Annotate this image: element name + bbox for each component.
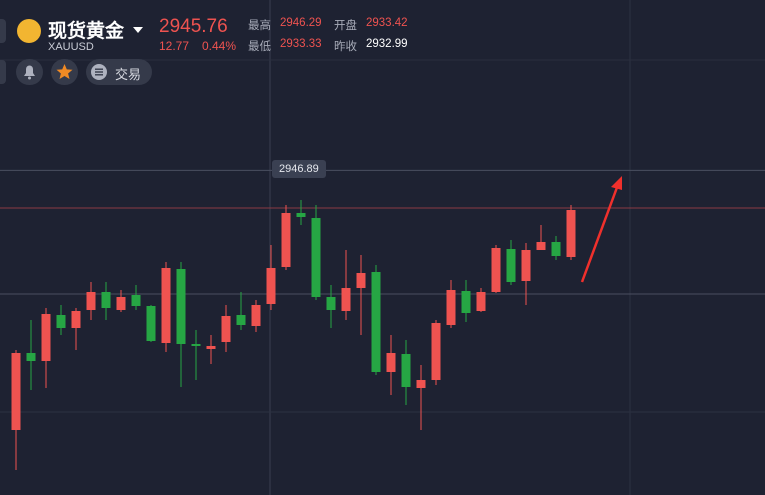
candle-body bbox=[26, 353, 36, 361]
candle-body bbox=[386, 353, 396, 372]
alert-button[interactable] bbox=[16, 59, 43, 85]
trade-label[interactable]: 交易 bbox=[115, 67, 142, 82]
candle-body bbox=[416, 380, 426, 388]
stat-label: 开盘 bbox=[334, 20, 357, 32]
candle-body bbox=[461, 291, 471, 313]
candle-body bbox=[371, 272, 381, 372]
favorite-button[interactable] bbox=[51, 59, 78, 85]
side-tab[interactable] bbox=[0, 60, 6, 84]
stat-value: 2946.29 bbox=[280, 17, 322, 29]
candle-body bbox=[236, 315, 246, 325]
candle-body bbox=[326, 297, 336, 310]
candle-body bbox=[146, 306, 156, 341]
candle-body bbox=[446, 290, 456, 325]
stat-value: 2933.33 bbox=[280, 38, 322, 50]
candle-body bbox=[176, 269, 186, 344]
stat-value: 2932.99 bbox=[366, 38, 408, 50]
candle-body bbox=[131, 295, 141, 306]
candle-body bbox=[536, 242, 546, 250]
candle-body bbox=[101, 292, 111, 308]
gold-icon bbox=[17, 19, 41, 43]
candle-body bbox=[116, 297, 126, 310]
stat-label: 最高 bbox=[248, 20, 271, 32]
candle-body bbox=[506, 249, 516, 282]
candle-body bbox=[296, 213, 306, 217]
candle-body bbox=[341, 288, 351, 311]
trade-icon bbox=[91, 64, 107, 80]
candle-body bbox=[401, 354, 411, 387]
stat-value: 2933.42 bbox=[366, 17, 408, 29]
candle-body bbox=[476, 292, 486, 311]
arrow-head bbox=[611, 176, 622, 190]
candle-body bbox=[551, 242, 561, 256]
candle-body bbox=[521, 250, 531, 281]
annotation-arrow bbox=[580, 181, 621, 283]
trade-button[interactable] bbox=[86, 59, 152, 85]
change: 12.77 bbox=[159, 39, 190, 53]
candle-body bbox=[281, 213, 291, 267]
header: 现货黄金 XAUUSD 2945.76 12.77 0.44% 最高 2946.… bbox=[0, 0, 765, 95]
symbol: XAUUSD bbox=[48, 41, 94, 53]
side-tab[interactable] bbox=[0, 19, 6, 43]
stat-label: 最低 bbox=[248, 41, 271, 53]
change-percent: 0.44% bbox=[202, 39, 237, 53]
candle-body bbox=[206, 346, 216, 349]
star-icon bbox=[56, 64, 73, 79]
candle-body bbox=[221, 316, 231, 342]
candle-body bbox=[86, 292, 96, 310]
candle-body bbox=[191, 344, 201, 346]
candle-body bbox=[56, 315, 66, 328]
candle-body bbox=[356, 273, 366, 288]
last-price: 2945.76 bbox=[159, 16, 228, 37]
candle-body bbox=[431, 323, 441, 380]
crosshair-label: 2946.89 bbox=[272, 160, 326, 179]
instrument-name[interactable]: 现货黄金 bbox=[48, 21, 125, 42]
candle-body bbox=[266, 268, 276, 304]
candle-body bbox=[311, 218, 321, 297]
candle-body bbox=[71, 311, 81, 328]
candle-body bbox=[491, 248, 501, 292]
candle-body bbox=[41, 314, 51, 361]
bell-icon bbox=[24, 65, 35, 80]
dropdown-caret[interactable] bbox=[133, 27, 143, 33]
candle-body bbox=[251, 305, 261, 326]
stat-label: 昨收 bbox=[334, 41, 357, 53]
candle-body bbox=[11, 353, 21, 430]
candle-body bbox=[161, 268, 171, 343]
candle-body bbox=[566, 210, 576, 257]
